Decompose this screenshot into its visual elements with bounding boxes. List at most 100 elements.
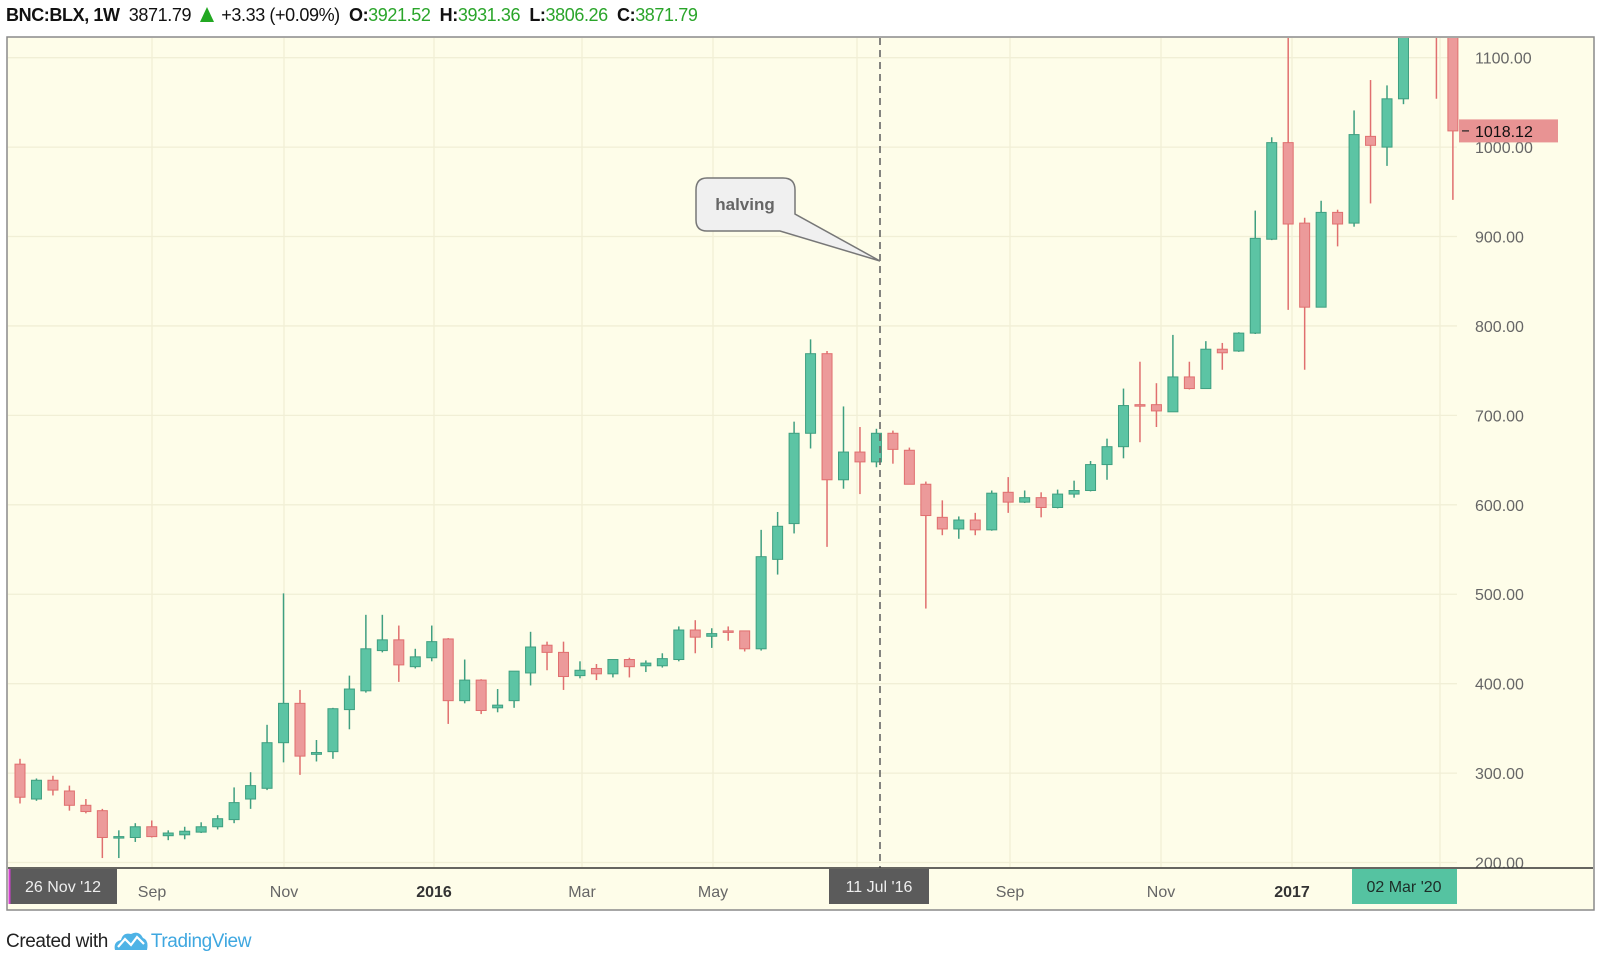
candle-down xyxy=(1002,477,1014,513)
candle-body xyxy=(755,556,767,650)
candle-down xyxy=(1282,38,1294,310)
price-tick-label: 300.00 xyxy=(1475,766,1524,783)
price-axis[interactable]: 1100.00 1000.00 900.00 800.00 700.00 600.00 50… xyxy=(1475,51,1533,873)
candle-body xyxy=(969,519,981,531)
candle-body xyxy=(245,785,257,800)
candle-body xyxy=(656,658,668,667)
range-start-date-marker: 26 Nov '12 xyxy=(8,869,117,904)
candle-body xyxy=(360,648,372,692)
candle-up xyxy=(1117,388,1129,459)
candle-body xyxy=(739,630,751,650)
candle-down xyxy=(1150,383,1162,428)
candle-body xyxy=(1299,222,1311,308)
candle-body xyxy=(475,679,487,712)
candle-up xyxy=(113,830,125,859)
candle-body xyxy=(442,638,454,702)
open-value: 3921.52 xyxy=(368,5,431,25)
candle-down xyxy=(1435,38,1438,99)
candle-body xyxy=(1365,135,1377,146)
candle-down xyxy=(590,663,602,681)
time-axis[interactable] xyxy=(8,868,1593,909)
candle-down xyxy=(936,500,948,536)
close-label: C: xyxy=(616,5,636,25)
candle-body xyxy=(772,525,784,560)
candle-body xyxy=(558,651,570,678)
candle-body xyxy=(30,779,42,800)
candle-up xyxy=(788,421,800,534)
low-value: 3806.26 xyxy=(545,5,609,25)
candle-body xyxy=(228,802,240,821)
candle-body xyxy=(854,451,866,463)
candle-up xyxy=(459,659,471,704)
close-value: 3871.79 xyxy=(635,5,698,25)
candle-up xyxy=(574,661,586,679)
time-tick-label: Mar xyxy=(568,884,596,901)
current-date-label: 02 Mar '20 xyxy=(1366,879,1441,896)
candle-body xyxy=(1035,497,1047,508)
symbol-interval[interactable]: BNC:BLX, 1W xyxy=(6,5,120,25)
candle-body xyxy=(788,432,800,525)
footer-attribution: Created with TradingView xyxy=(6,928,251,956)
candle-body xyxy=(1348,134,1360,224)
high-label: H: xyxy=(439,5,459,25)
price-change: +3.33 (+0.09%) xyxy=(221,5,340,25)
candle-body xyxy=(459,679,471,702)
range-start-label: 26 Nov '12 xyxy=(25,879,101,896)
time-tick-label: 2016 xyxy=(416,884,452,901)
candle-down xyxy=(294,689,306,775)
halving-date-marker: 11 Jul '16 xyxy=(829,869,929,904)
candle-up xyxy=(1249,210,1261,335)
candle-down xyxy=(739,630,751,652)
candle-body xyxy=(1249,237,1261,334)
candle-down xyxy=(1365,80,1377,204)
candle-body xyxy=(508,670,520,702)
halving-callout[interactable]: halving xyxy=(695,177,881,262)
last-price-label: 1018.12 xyxy=(1475,124,1533,141)
time-axis-labels: Sep Nov 2016 Mar May Sep Nov 2017 xyxy=(138,884,1310,901)
price-tick-label: 1000.00 xyxy=(1475,140,1533,157)
price-tick-label: 600.00 xyxy=(1475,498,1524,515)
candle-down xyxy=(1299,217,1311,370)
price-tick-label: 700.00 xyxy=(1475,408,1524,425)
candle-body xyxy=(129,826,141,838)
candle-down xyxy=(96,808,108,859)
candle-body xyxy=(590,667,602,675)
candle-up xyxy=(1068,480,1080,498)
candle-body xyxy=(393,639,405,666)
candle-down xyxy=(47,775,59,796)
candle-up xyxy=(1381,85,1393,166)
candle-up xyxy=(360,614,372,693)
candle-body xyxy=(96,810,108,838)
last-price-marker: 1018.12 xyxy=(1459,119,1558,143)
candle-body xyxy=(195,826,207,833)
current-date-marker: 02 Mar '20 xyxy=(1352,869,1457,904)
candle-down xyxy=(1183,361,1195,390)
candle-down xyxy=(541,641,553,671)
candle-body xyxy=(1381,98,1393,148)
candle-up xyxy=(278,593,290,763)
candle-up xyxy=(343,675,355,730)
candle-up xyxy=(129,823,141,842)
candle-body xyxy=(409,656,421,668)
candle-body xyxy=(903,449,915,485)
candle-up xyxy=(953,516,965,539)
candle-body xyxy=(162,832,174,837)
candle-down xyxy=(393,625,405,682)
candle-up xyxy=(179,826,191,840)
halving-label: halving xyxy=(715,195,775,214)
candle-up xyxy=(640,660,652,673)
candle-up xyxy=(870,428,882,468)
time-tick-label: May xyxy=(698,884,728,901)
tradingview-link[interactable]: TradingView xyxy=(150,931,252,952)
candle-up xyxy=(607,659,619,678)
candle-body xyxy=(1200,348,1212,390)
candle-body xyxy=(63,790,75,806)
tradingview-logo-icon[interactable] xyxy=(113,930,149,952)
candle-down xyxy=(442,638,454,724)
time-tick-label: Nov xyxy=(1147,884,1175,901)
candle-body xyxy=(278,702,290,744)
candle-down xyxy=(14,758,26,804)
candle-up xyxy=(986,490,998,531)
time-tick-label: Sep xyxy=(996,884,1025,901)
